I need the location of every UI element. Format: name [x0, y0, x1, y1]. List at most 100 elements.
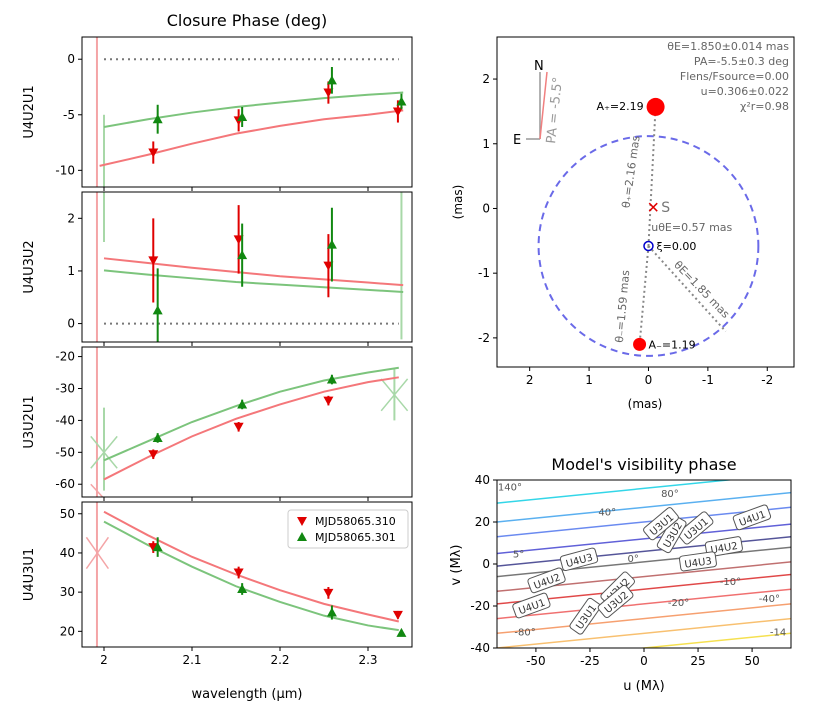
data-point	[326, 374, 337, 384]
edge-cross	[85, 536, 110, 570]
baseline-box	[527, 567, 566, 594]
vis-x-tick-label: -25	[580, 654, 600, 668]
axes-frame	[81, 191, 413, 343]
edge-cross	[90, 435, 118, 469]
y-tick-label: 2	[67, 211, 75, 225]
wavelength-axis-label: wavelength (μm)	[192, 687, 303, 702]
map-x-tick-label: 1	[585, 373, 593, 387]
contour-line	[497, 506, 791, 538]
data-point	[233, 568, 244, 578]
panel-y-label: U4U2U1	[22, 85, 37, 138]
map-y-tick-label: -2	[478, 331, 490, 345]
data-point	[323, 396, 334, 406]
y-tick-label: 1	[67, 264, 75, 278]
y-tick-label: 0	[67, 317, 75, 331]
vis-y-tick-label: -20	[470, 599, 490, 613]
map-y-tick-label: -1	[478, 266, 490, 280]
vis-y-tick-label: -40	[470, 641, 490, 655]
vis-y-axis-label: v (Mλ)	[449, 545, 464, 586]
baseline-label-box: U3U1	[569, 597, 602, 635]
contour-label: -20°	[668, 598, 689, 609]
contour-line	[497, 535, 791, 567]
edge-cross	[90, 483, 104, 497]
closure-phase-title: Closure Phase (deg)	[167, 11, 328, 30]
data-point	[326, 75, 337, 85]
contour-label: -10°	[720, 577, 741, 588]
contour-label: 140°	[498, 483, 522, 494]
data-point	[392, 107, 403, 117]
axes-frame	[81, 501, 413, 648]
vis-x-tick-label: -50	[526, 654, 546, 668]
y-tick-label: -10	[55, 163, 75, 177]
baseline-box	[512, 592, 551, 619]
contour-line	[497, 480, 736, 504]
fit-info-line: θE=1.850±0.014 mas	[667, 40, 789, 53]
contour-line	[497, 603, 791, 635]
theta-plus-line	[647, 106, 657, 247]
plot-area	[90, 347, 409, 497]
y-tick-label: 0	[67, 52, 75, 66]
data-point	[152, 432, 163, 442]
data-point	[148, 256, 159, 266]
theta-e-label: θE=1.85 mas	[671, 258, 732, 321]
data-point	[148, 450, 159, 460]
vis-plot-area: 140°80°40°5° 0°-10°-20° -40°-80° -14U4U1U3U…	[497, 480, 791, 648]
data-point	[326, 607, 337, 617]
contour-label: -14	[770, 627, 786, 638]
x-tick-label: 2.1	[182, 653, 201, 667]
map-y-tick-label: 0	[482, 201, 490, 215]
contour-line	[497, 617, 791, 648]
fit-info-line: χ²r=0.98	[740, 100, 789, 113]
baseline-box	[597, 584, 634, 619]
panel-y-label: U4U3U1	[22, 548, 37, 601]
u3u2u1-panel: -20 -30 -40 -50 -60 U3U2U1	[22, 346, 413, 501]
map-x-tick-label: -1	[702, 373, 714, 387]
data-point	[323, 88, 334, 98]
map-x-tick-label: -2	[761, 373, 773, 387]
compass-pa-arm	[539, 71, 548, 140]
source-label: S	[661, 200, 670, 216]
data-point	[237, 112, 248, 121]
image-a-plus	[646, 97, 665, 116]
plot-area	[95, 192, 404, 342]
vis-y-tick-label: 0	[482, 557, 490, 571]
vis-x-tick-label: 50	[744, 654, 759, 668]
model-curve	[103, 91, 404, 128]
plot-area	[85, 502, 407, 647]
baseline-label-box: U4U3	[678, 551, 717, 572]
contour-line	[497, 546, 791, 578]
map-x-tick-label: 0	[645, 373, 653, 387]
baseline-label: U4U2	[710, 541, 739, 557]
map-x-axis-label: (mas)	[628, 397, 663, 411]
data-point	[148, 148, 159, 158]
einstein-ring	[537, 135, 760, 357]
axes-frame	[81, 346, 413, 498]
lens-marker	[643, 240, 654, 252]
theta-minus-label: θ₋=1.59 mas	[613, 269, 632, 343]
contour-label: 80°	[661, 489, 679, 500]
map-y-axis-label: (mas)	[451, 185, 465, 220]
vis-x-tick-label: 25	[690, 654, 705, 668]
contour-line	[497, 588, 791, 620]
data-point	[323, 261, 334, 271]
model-curve	[103, 510, 400, 623]
data-point	[152, 305, 163, 315]
contour-label: -40°	[759, 594, 780, 605]
edge-cross	[380, 378, 409, 412]
visibility-title: Model's visibility phase	[551, 455, 736, 474]
plot-area	[95, 37, 407, 187]
lens-label: ξ=0.00	[656, 240, 696, 253]
y-tick-label: -60	[55, 477, 75, 491]
data-point	[396, 96, 407, 106]
model-curve	[103, 376, 399, 481]
y-tick-label: 50	[60, 507, 75, 521]
data-point	[323, 588, 334, 598]
visibility-phase-panel: 140°80°40°5° 0°-10°-20° -40°-80° -14U4U1U3U…	[470, 473, 792, 668]
y-tick-label: 40	[60, 546, 75, 560]
vis-y-tick-label: 20	[475, 515, 490, 529]
y-tick-label: -50	[55, 445, 75, 459]
legend: MJD58065.310 MJD58065.301	[287, 509, 409, 549]
axes-frame	[81, 36, 413, 188]
theta-e-line	[647, 245, 727, 333]
